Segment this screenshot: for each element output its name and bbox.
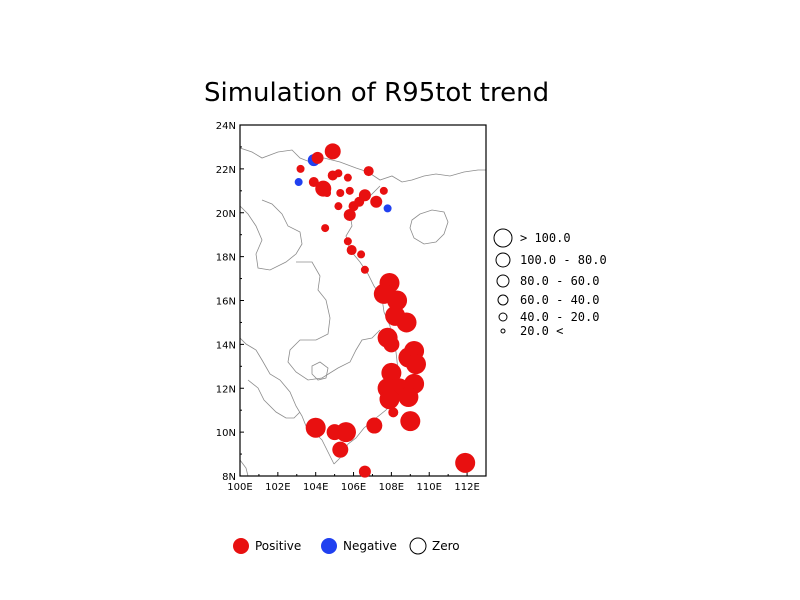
station-marker-positive [308,177,319,188]
station-marker-negative [294,178,303,187]
station-marker-positive [366,417,383,434]
coastline-hainan [409,209,449,245]
sign-legend-symbol-positive [233,538,249,554]
station-marker-positive [323,189,332,198]
station-marker-positive [346,245,357,256]
x-tick-label: 104E [303,482,328,493]
sign-legend-symbol-negative [321,538,337,554]
size-legend-symbol [496,274,510,288]
station-marker-positive [296,164,305,173]
station-marker-positive [332,441,349,458]
station-marker-positive [379,186,388,195]
station-marker-positive [383,336,400,353]
station-marker-positive [398,387,419,408]
station-marker-negative [383,204,392,213]
size-legend-label: 80.0 - 60.0 [520,274,599,288]
size-legend-symbol [498,312,508,322]
station-marker-positive [334,169,343,178]
size-legend-symbol [500,328,506,334]
y-tick-label: 12N [216,384,236,395]
y-tick-label: 18N [216,253,236,264]
station-marker-positive [343,237,352,246]
map-frame [239,124,487,477]
y-tick-label: 10N [216,428,236,439]
station-marker-positive [305,417,326,438]
station-marker-positive [343,173,352,182]
size-legend: > 100.0 100.0 - 80.0 80.0 - 60.0 60.0 - 40.… [493,228,607,338]
x-tick-label: 112E [454,482,479,493]
station-marker-positive [311,151,324,164]
y-tick-label: 22N [216,165,236,176]
station-marker-positive [387,290,408,311]
station-marker-positive [370,195,383,208]
station-marker-positive [358,465,371,478]
station-marker-positive [396,312,417,333]
station-marker-positive [334,202,343,211]
size-legend-label: 60.0 - 40.0 [520,293,599,307]
sign-legend-label-negative: Negative [343,539,397,553]
station-marker-positive [358,189,371,202]
size-legend-label: > 100.0 [520,231,571,245]
station-marker-positive [455,452,476,473]
y-axis: 8N 10N 12N 14N 16N 18N 20N 22N 24N [216,121,244,483]
station-marker-positive [363,166,374,177]
size-legend-symbol [495,252,511,268]
y-tick-label: 8N [222,472,236,483]
station-marker-positive [336,189,345,198]
y-tick-label: 24N [216,121,236,132]
station-marker-positive [388,407,399,418]
station-marker-positive [324,143,341,160]
y-tick-label: 16N [216,297,236,308]
sign-legend-label-zero: Zero [432,539,460,553]
station-marker-positive [335,422,356,443]
station-marker-positive [381,362,402,383]
size-legend-symbol [493,228,513,248]
size-legend-label: 100.0 - 80.0 [520,253,607,267]
x-tick-label: 102E [265,482,290,493]
size-legend-label: 20.0 < [520,324,563,338]
station-marker-positive [345,186,354,195]
sign-legend-symbol-zero [409,537,427,555]
station-marker-positive [400,411,421,432]
station-marker-positive [343,208,356,221]
station-marker-positive [405,354,426,375]
y-tick-label: 20N [216,209,236,220]
coastline-lake [311,361,329,381]
sign-legend: Positive Negative Zero [233,537,460,555]
size-legend-symbol [497,294,509,306]
station-marker-positive [379,389,400,410]
y-tick-label: 14N [216,340,236,351]
station-marker-positive [357,250,366,259]
x-tick-label: 106E [341,482,366,493]
station-markers [294,143,476,478]
x-axis: 100E 102E 104E 106E 108E 110E 112E [227,472,480,493]
sign-legend-label-positive: Positive [255,539,301,553]
station-marker-positive [360,265,369,274]
coastline-malay [239,459,249,477]
size-legend-label: 40.0 - 20.0 [520,310,599,324]
x-tick-label: 108E [379,482,404,493]
map-title: Simulation of R95tot trend [204,78,549,108]
x-tick-label: 100E [227,482,252,493]
x-tick-label: 110E [417,482,442,493]
station-marker-positive [321,224,330,233]
